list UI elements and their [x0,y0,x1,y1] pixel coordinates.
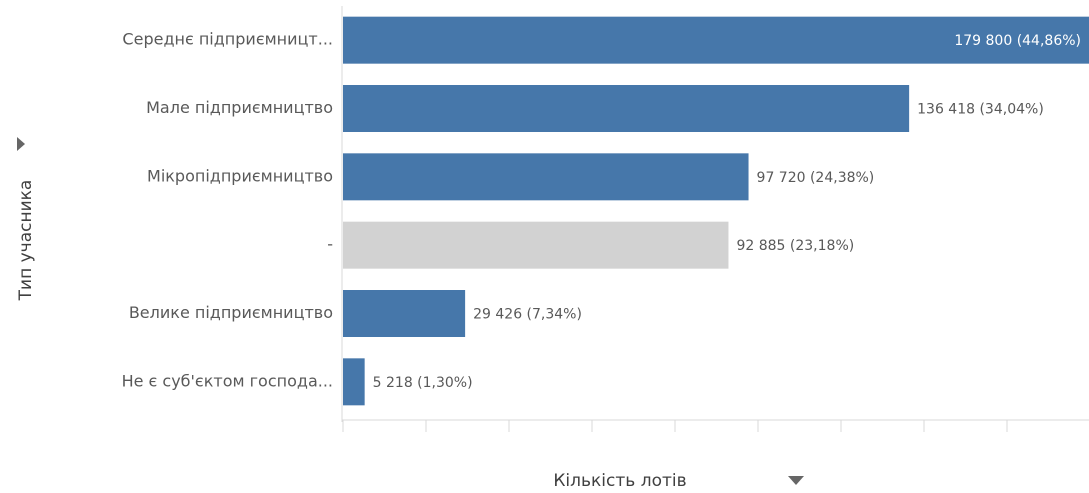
bar [343,290,466,337]
y-tick-label: Середнє підприємницт... [122,30,333,49]
bar [343,85,910,132]
y-axis-menu[interactable] [17,137,25,151]
y-tick-label: Мікропідприємництво [147,166,333,185]
value-label: 97 720 (24,38%) [757,170,875,186]
bar [343,221,729,269]
value-label: 179 800 (44,86%) [954,33,1081,49]
bar [343,358,365,406]
value-label: 136 418 (34,04%) [917,102,1044,118]
y-tick-label: Не є суб'єктом господа... [122,371,333,390]
x-axis-title: Кількість лотів [553,471,686,491]
y-axis-title: Тип учасника [16,180,36,302]
y-tick-label: - [327,235,333,254]
y-tick-label: Велике підприємництво [129,303,333,322]
y-tick-label: Мале підприємництво [146,98,333,117]
bar [343,16,1089,64]
value-label: 5 218 (1,30%) [373,375,473,391]
x-axis-menu[interactable] [788,476,804,485]
bar [343,153,749,201]
value-label: 92 885 (23,18%) [736,238,854,254]
value-label: 29 426 (7,34%) [473,307,582,323]
